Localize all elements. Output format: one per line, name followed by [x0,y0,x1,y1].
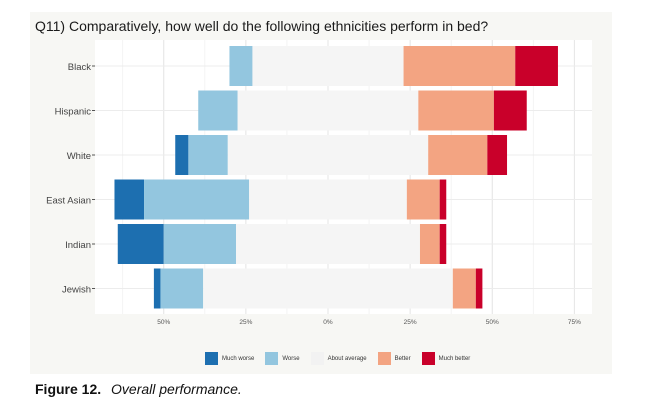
bar-much-better [487,135,508,175]
bar-worse [144,179,250,220]
bar-much-worse [175,135,189,175]
legend-swatch [310,352,324,365]
bar-worse [198,90,238,131]
legend-swatch [205,352,218,365]
legend: Much worse Worse About average Better Much b… [205,352,474,365]
bar-about-average [252,46,404,86]
category-label: White [67,151,91,162]
figure-caption: Figure 12. Overall performance. [35,381,242,397]
bar-much-better [439,224,447,264]
bar-worse [163,224,237,264]
bar-worse [188,135,228,175]
bar-about-average [236,224,420,264]
bar-much-worse [153,268,161,309]
bar-better [418,90,494,131]
legend-swatch [377,352,391,365]
x-tick-labels: 50% 25% 0% 25% 50% 75% [157,319,581,326]
bar-about-average [203,268,453,309]
legend-entry: Worse [265,352,300,365]
bar-about-average [237,90,419,131]
caption-text: Overall performance. [111,381,242,397]
x-tick-label: 50% [486,319,499,326]
bar-much-better [475,268,483,309]
legend-entry: About average [310,352,367,365]
bar-much-worse [117,224,164,264]
bar-better [419,224,440,264]
legend-label: Much worse [222,355,255,362]
x-tick-label: 0% [323,319,333,326]
bar-much-better [515,46,558,86]
bar-better [403,46,516,86]
bar-much-better [439,179,447,220]
bar-about-average [249,179,407,220]
bar-better [406,179,440,220]
caption-label: Figure 12. [35,381,102,397]
category-label: Jewish [62,285,91,296]
legend-entry: Better [377,352,411,365]
legend-label: About average [327,355,367,362]
legend-label: Better [394,355,411,362]
legend-swatch [265,352,279,365]
bar-much-worse [114,179,145,220]
bar-about-average [227,135,429,175]
category-label: Indian [65,240,91,251]
bar-much-better [493,90,527,131]
x-tick-label: 25% [404,319,417,326]
bar-better [428,135,488,175]
x-tick-label: 75% [568,319,581,326]
x-tick-label: 50% [157,319,170,326]
bar-worse [229,46,253,86]
bar-layer [114,46,558,309]
category-label: Hispanic [55,107,92,118]
bar-better [452,268,476,309]
bar-worse [160,268,204,309]
legend-entry: Much better [421,352,471,365]
category-label: East Asian [46,196,91,207]
legend-swatch [421,352,435,365]
category-label: Black [68,62,91,73]
legend-entry: Much worse [205,352,254,365]
chart-title: Q11) Comparatively, how well do the foll… [35,18,489,34]
category-labels: Black Hispanic White East Asian Indian Jewish [46,62,95,296]
legend-label: Much better [438,355,471,362]
x-tick-label: 25% [239,319,252,326]
legend-label: Worse [282,355,300,362]
